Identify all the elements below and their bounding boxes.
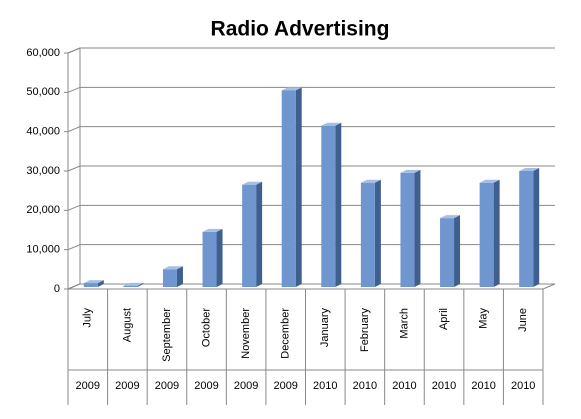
bar [242,184,257,287]
bar-side [216,228,223,287]
bar-group [281,87,302,287]
bar-group [440,215,461,287]
year-label: 2009 [115,380,139,392]
grid-line [67,244,555,251]
grid-line [67,86,555,93]
y-tick-label: 50,000 [26,86,60,98]
bar-top [83,280,104,284]
bar-side [137,282,144,287]
bar-top [440,215,461,219]
bar [162,269,177,287]
bar-top [162,266,183,270]
bar-group [242,181,263,287]
y-tick-label: 60,000 [26,47,60,59]
year-label: 2010 [392,380,416,392]
bar [281,90,296,287]
bar-side [493,179,500,287]
year-label: 2009 [194,380,218,392]
bar-side [335,122,342,287]
bar [400,172,415,287]
bar-group [321,122,342,287]
grid-line [67,47,555,54]
y-tick-label: 0 [54,283,60,295]
year-label: 2009 [155,380,179,392]
bar-top [321,122,342,126]
x-tick-label: December [280,308,292,359]
x-tick-label: September [161,308,173,362]
bar [360,182,375,287]
bar-side [414,169,421,287]
bar-side [256,181,263,287]
bar [440,218,455,287]
bar-group [202,228,223,287]
year-label: 2010 [432,380,456,392]
bar-side [454,215,461,287]
bar-top [123,282,144,286]
bar-group [400,169,421,287]
year-label: 2010 [471,380,495,392]
bar [202,231,217,287]
x-tick-label: May [478,308,490,329]
bar-top [400,169,421,173]
x-tick-label: July [82,308,94,328]
bar-side [374,179,381,287]
x-tick-label: January [319,308,331,348]
year-label: 2010 [353,380,377,392]
bar [321,125,336,287]
bar-top [202,228,223,232]
bar [479,182,494,287]
y-tick-label: 20,000 [26,204,60,216]
x-tick-label: October [200,308,212,347]
bar-side [97,280,104,287]
grid-line [67,283,555,290]
bar [123,285,138,287]
bar [519,170,534,287]
bar-group [360,179,381,287]
bar-group [162,266,183,287]
bar-top [519,167,540,171]
grid-line [67,165,555,172]
bar-top [479,179,500,183]
grid-line [67,204,555,211]
y-tick-label: 10,000 [26,244,60,256]
bar-side [295,87,302,287]
x-tick-label: April [438,308,450,330]
bar-group [123,282,144,287]
x-tick-label: November [240,308,252,359]
y-tick-label: 40,000 [26,126,60,138]
year-label: 2010 [313,380,337,392]
bar-group [519,167,540,287]
bar [83,283,98,287]
x-tick-label: February [359,308,371,353]
year-label: 2009 [234,380,258,392]
year-label: 2009 [76,380,100,392]
year-label: 2010 [511,380,535,392]
chart-title: Radio Advertising [211,18,390,41]
grid-line [67,126,555,133]
year-label: 2009 [273,380,297,392]
bar-group [83,280,104,287]
x-tick-label: June [517,308,529,332]
bar-top [360,179,381,183]
bar-top [281,87,302,91]
x-tick-label: March [398,308,410,339]
bar-side [176,266,183,287]
bar-group [479,179,500,287]
bar-top [242,181,263,185]
bar-side [533,167,540,287]
x-tick-label: August [121,308,133,342]
y-tick-label: 30,000 [26,165,60,177]
